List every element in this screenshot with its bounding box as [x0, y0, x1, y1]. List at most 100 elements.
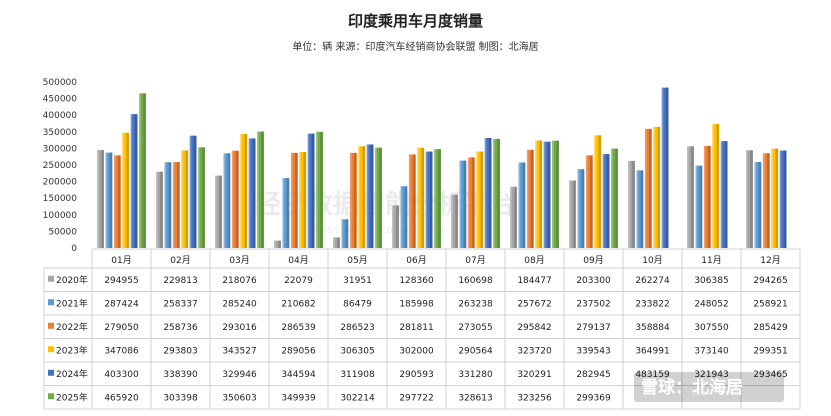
bar-shade — [143, 93, 146, 248]
bar-highlight — [172, 162, 175, 248]
x-tick-label: 12月 — [760, 255, 780, 266]
data-label: 184477 — [517, 276, 551, 286]
bar — [156, 171, 163, 248]
bar-highlight — [307, 133, 310, 248]
data-label: 294955 — [104, 276, 138, 286]
bar-shade — [354, 152, 357, 248]
bar-highlight — [113, 155, 116, 248]
bar-shade — [615, 148, 618, 248]
bar — [198, 147, 205, 248]
legend-label: 2023年 — [56, 344, 88, 356]
bar-shade — [396, 205, 399, 248]
bar — [248, 138, 256, 248]
bar-highlight — [417, 147, 419, 248]
data-label: 293016 — [222, 323, 257, 333]
legend-swatch — [48, 275, 54, 282]
bar-highlight — [762, 153, 765, 248]
x-tick-label: 08月 — [524, 255, 544, 266]
bar-highlight — [400, 186, 403, 248]
y-tick-label: 150000 — [43, 194, 78, 204]
bar — [569, 180, 576, 248]
bar-shade — [413, 154, 416, 248]
data-label: 281811 — [399, 323, 433, 333]
legend-swatch — [48, 322, 54, 329]
data-label: 257672 — [517, 299, 551, 309]
bar — [130, 114, 138, 248]
data-label: 349939 — [281, 393, 316, 403]
bar-highlight — [189, 135, 192, 248]
legend-label: 2020年 — [56, 274, 88, 286]
data-label: 350603 — [222, 393, 256, 403]
bar-highlight — [349, 152, 352, 248]
bar-shade — [775, 148, 779, 248]
bar-shade — [109, 152, 113, 248]
bar-highlight — [467, 157, 470, 248]
bar-shade — [278, 240, 281, 248]
bar-highlight — [653, 126, 655, 248]
bar — [526, 149, 534, 248]
data-label: 465920 — [104, 393, 139, 403]
bar-shade — [219, 175, 222, 248]
bar-highlight — [703, 145, 706, 248]
bar — [341, 219, 349, 248]
bar-shade — [640, 170, 644, 248]
legend-swatch — [48, 346, 54, 353]
bar-shade — [556, 140, 559, 248]
bar — [97, 150, 104, 248]
legend-label: 2021年 — [56, 297, 88, 309]
bar-highlight — [779, 150, 782, 248]
bar — [189, 135, 197, 248]
bar-shade — [320, 131, 323, 248]
x-tick-label: 09月 — [583, 255, 603, 266]
bar-shade — [362, 146, 366, 248]
bar-shade — [783, 150, 787, 248]
data-label: 218076 — [222, 276, 257, 286]
bar — [484, 138, 492, 248]
bar-shade — [590, 155, 593, 248]
x-tick-label: 03月 — [229, 255, 249, 266]
y-tick-label: 400000 — [43, 111, 78, 121]
bar-highlight — [231, 150, 234, 248]
data-label: 343527 — [222, 346, 256, 356]
data-label: 290564 — [458, 346, 493, 356]
bar-shade — [708, 145, 711, 248]
bar-shade — [421, 147, 425, 248]
x-tick-label: 02月 — [170, 255, 190, 266]
data-label: 323256 — [517, 393, 552, 403]
bar-highlight — [181, 150, 183, 248]
bar — [459, 160, 467, 248]
data-label: 311908 — [340, 370, 375, 380]
data-label: 248052 — [694, 299, 728, 309]
data-label: 128360 — [399, 276, 434, 286]
x-tick-label: 01月 — [111, 255, 131, 266]
bar-shade — [539, 140, 543, 248]
bar-highlight — [248, 138, 251, 248]
bar — [139, 93, 146, 248]
bar-highlight — [577, 169, 580, 248]
bar — [274, 240, 281, 248]
data-label: 258921 — [753, 299, 787, 309]
bar — [628, 160, 635, 248]
x-tick-label: 04月 — [288, 255, 308, 266]
data-label: 233822 — [635, 299, 669, 309]
data-label: 279050 — [104, 323, 139, 333]
bar — [712, 124, 720, 248]
bar-highlight — [215, 175, 217, 248]
bar — [172, 162, 180, 248]
bar-shade — [311, 133, 315, 248]
bar-highlight — [712, 124, 714, 248]
bar-highlight — [366, 144, 369, 248]
bar-shade — [185, 150, 189, 248]
bar — [543, 141, 551, 248]
bar-shade — [193, 135, 197, 248]
bar-highlight — [746, 150, 748, 248]
bar-shade — [303, 152, 307, 248]
bar-highlight — [585, 155, 588, 248]
data-label: 339543 — [576, 346, 610, 356]
y-tick-label: 200000 — [43, 178, 78, 188]
data-label: 285240 — [222, 299, 257, 309]
bar-shade — [699, 165, 703, 248]
bar-highlight — [164, 162, 167, 248]
data-label: 347086 — [104, 346, 139, 356]
bar-shade — [236, 150, 239, 248]
